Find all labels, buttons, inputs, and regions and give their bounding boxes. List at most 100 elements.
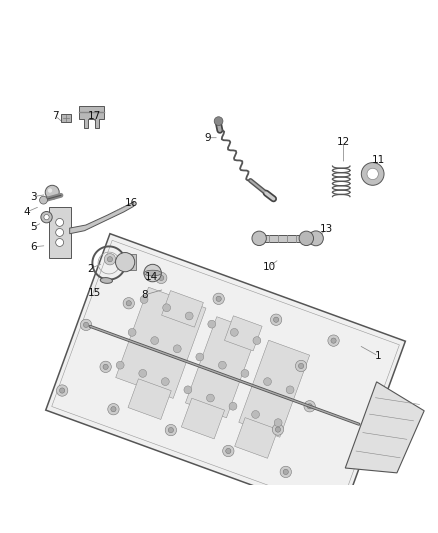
FancyBboxPatch shape — [61, 114, 71, 122]
Circle shape — [139, 369, 147, 377]
Polygon shape — [46, 233, 405, 518]
Circle shape — [184, 386, 192, 394]
Circle shape — [270, 314, 282, 325]
Text: 17: 17 — [88, 111, 101, 121]
Circle shape — [328, 335, 339, 346]
Circle shape — [331, 338, 336, 343]
Circle shape — [108, 403, 119, 415]
Circle shape — [216, 296, 221, 302]
Text: 1: 1 — [375, 351, 381, 361]
Circle shape — [45, 185, 59, 199]
Polygon shape — [345, 382, 424, 473]
Text: 6: 6 — [30, 242, 37, 252]
Text: 16: 16 — [125, 198, 138, 208]
Circle shape — [144, 264, 161, 282]
Polygon shape — [79, 106, 104, 128]
Circle shape — [185, 312, 193, 320]
Circle shape — [60, 388, 65, 393]
Circle shape — [252, 410, 259, 418]
Circle shape — [128, 328, 136, 336]
Circle shape — [56, 219, 64, 227]
Circle shape — [56, 239, 64, 246]
Circle shape — [361, 163, 384, 185]
Polygon shape — [181, 398, 225, 439]
Circle shape — [299, 231, 314, 246]
Text: 14: 14 — [145, 272, 158, 282]
Polygon shape — [185, 317, 258, 418]
Circle shape — [41, 212, 52, 223]
Circle shape — [168, 427, 173, 433]
Circle shape — [196, 353, 204, 361]
Circle shape — [367, 168, 378, 180]
Circle shape — [308, 231, 323, 246]
Circle shape — [83, 322, 88, 327]
Circle shape — [280, 466, 291, 478]
Text: 8: 8 — [141, 290, 148, 300]
Circle shape — [162, 304, 170, 312]
Text: 11: 11 — [372, 155, 385, 165]
Circle shape — [229, 402, 237, 410]
Circle shape — [116, 253, 135, 272]
Circle shape — [307, 403, 312, 409]
Circle shape — [276, 427, 281, 432]
Text: 5: 5 — [30, 222, 37, 232]
Polygon shape — [259, 235, 306, 242]
Circle shape — [273, 317, 279, 322]
Circle shape — [223, 446, 234, 457]
Circle shape — [140, 296, 148, 303]
Circle shape — [57, 385, 68, 396]
Circle shape — [213, 293, 224, 304]
Circle shape — [159, 275, 164, 280]
Text: 7: 7 — [52, 111, 59, 121]
Circle shape — [241, 369, 249, 377]
Polygon shape — [49, 207, 71, 257]
Polygon shape — [126, 254, 136, 270]
Polygon shape — [128, 379, 171, 419]
Text: 2: 2 — [87, 264, 93, 273]
Circle shape — [56, 229, 64, 236]
Circle shape — [151, 337, 159, 344]
Circle shape — [48, 188, 52, 193]
Circle shape — [161, 378, 169, 385]
Circle shape — [295, 360, 307, 372]
Ellipse shape — [144, 270, 161, 276]
Circle shape — [208, 320, 215, 328]
Circle shape — [165, 424, 177, 436]
Circle shape — [107, 256, 113, 262]
Circle shape — [283, 469, 288, 474]
Circle shape — [100, 361, 111, 373]
Text: 9: 9 — [205, 133, 212, 143]
Circle shape — [116, 361, 124, 369]
Text: 13: 13 — [319, 224, 332, 235]
Circle shape — [111, 407, 116, 412]
Circle shape — [219, 361, 226, 369]
Circle shape — [286, 386, 294, 394]
Polygon shape — [235, 418, 278, 458]
Text: 15: 15 — [88, 288, 101, 298]
Circle shape — [44, 215, 49, 220]
Circle shape — [173, 345, 181, 353]
Text: 10: 10 — [263, 262, 276, 271]
Polygon shape — [116, 287, 206, 398]
Circle shape — [123, 297, 134, 309]
Circle shape — [126, 301, 131, 306]
Circle shape — [39, 196, 47, 204]
Circle shape — [252, 231, 266, 246]
Circle shape — [81, 319, 92, 330]
Circle shape — [264, 378, 272, 385]
Circle shape — [253, 337, 261, 344]
Text: 3: 3 — [30, 192, 37, 201]
Circle shape — [214, 117, 223, 125]
Polygon shape — [162, 290, 203, 327]
Circle shape — [304, 401, 315, 412]
Polygon shape — [224, 316, 262, 351]
Circle shape — [206, 394, 214, 402]
Circle shape — [103, 364, 108, 369]
Ellipse shape — [100, 278, 113, 284]
Circle shape — [155, 272, 167, 284]
Circle shape — [274, 419, 282, 426]
Text: 12: 12 — [337, 137, 350, 147]
Text: 4: 4 — [24, 207, 30, 217]
Circle shape — [230, 328, 238, 336]
Circle shape — [272, 424, 284, 435]
